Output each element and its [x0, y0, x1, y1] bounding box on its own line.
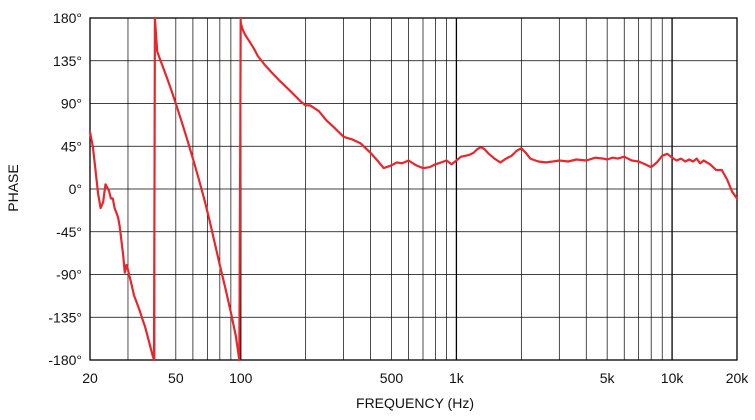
- x-axis-title: FREQUENCY (Hz): [356, 395, 474, 411]
- y-tick-label: 45°: [61, 138, 82, 154]
- x-tick-label: 10k: [661, 370, 685, 386]
- phase-curve-segment: [152, 16, 156, 362]
- x-tick-label: 1k: [449, 370, 465, 386]
- y-tick-label: -180°: [48, 352, 82, 368]
- phase-curve-segment: [153, 16, 241, 362]
- y-tick-label: 90°: [61, 96, 82, 112]
- x-tick-label: 100: [229, 370, 253, 386]
- x-tick-label: 20k: [726, 370, 750, 386]
- y-axis-title: PHASE: [5, 164, 21, 211]
- grid-layer: [89, 17, 738, 361]
- phase-curve-segment: [238, 16, 242, 362]
- y-tick-label: -90°: [56, 267, 82, 283]
- phase-curve-segment: [239, 21, 739, 200]
- line-layer: [88, 16, 739, 362]
- phase-curve-segment: [88, 130, 156, 362]
- plot-frame: [89, 17, 738, 361]
- x-tick-label: 500: [380, 370, 404, 386]
- y-tick-label: -45°: [56, 224, 82, 240]
- y-tick-label: -135°: [48, 309, 82, 325]
- x-tick-label: 5k: [600, 370, 616, 386]
- label-layer: FREQUENCY (Hz) PHASE 20 50 100 500 1k 5k 10k 20…: [5, 10, 749, 411]
- x-tick-label: 50: [168, 370, 184, 386]
- y-tick-label: 135°: [53, 53, 82, 69]
- x-tick-label: 20: [82, 370, 98, 386]
- y-tick-label: 180°: [53, 10, 82, 26]
- y-tick-label: 0°: [69, 181, 82, 197]
